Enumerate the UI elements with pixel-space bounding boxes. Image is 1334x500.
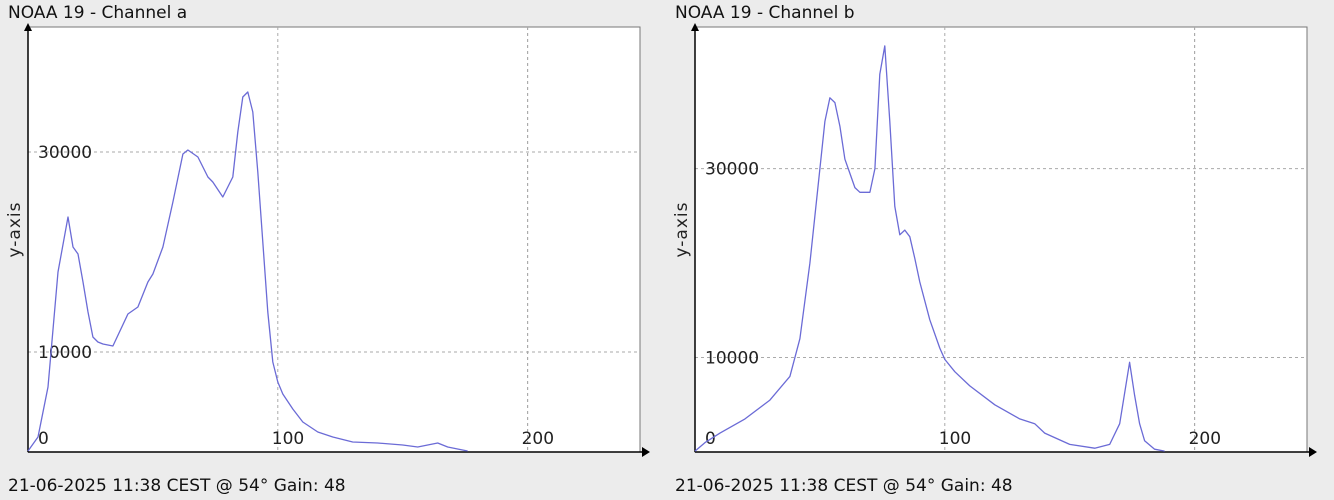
x-tick-label: 0 (38, 429, 49, 449)
plot-area (694, 26, 1308, 453)
x-axis-arrow (1309, 447, 1317, 457)
series-line (27, 91, 468, 452)
x-tick-label: 200 (522, 429, 554, 449)
chart-a-svg: 0 100 200 10000 30000 y-axis (5, 23, 650, 457)
y-tick-label: 30000 (38, 143, 92, 163)
plot-area (27, 26, 641, 453)
chart-title: NOAA 19 - Channel b (675, 3, 855, 23)
x-tick-label: 200 (1189, 429, 1221, 449)
y-tick-label: 10000 (705, 349, 759, 369)
y-axis-label: y-axis (5, 202, 25, 258)
y-axis-arrow (691, 23, 699, 31)
y-tick-label: 30000 (705, 160, 759, 180)
x-tick-label: 100 (939, 429, 971, 449)
y-axis-label: y-axis (672, 202, 692, 258)
x-tick-label: 100 (272, 429, 304, 449)
chart-footer: 21-06-2025 11:38 CEST @ 54° Gain: 48 (675, 476, 1013, 496)
series-line (694, 45, 1165, 452)
y-tick-label: 10000 (38, 343, 92, 363)
chart-panel-channel-a: 0 100 200 10000 30000 y-axis NOAA 19 - Channe… (5, 3, 650, 496)
chart-title: NOAA 19 - Channel a (8, 3, 188, 23)
chart-panel-channel-b: 0 100 200 10000 30000 y-axis NOAA 19 - Channe… (667, 0, 1334, 500)
y-axis-arrow (24, 23, 32, 31)
chart-footer: 21-06-2025 11:38 CEST @ 54° Gain: 48 (8, 476, 346, 496)
x-axis-arrow (642, 447, 650, 457)
